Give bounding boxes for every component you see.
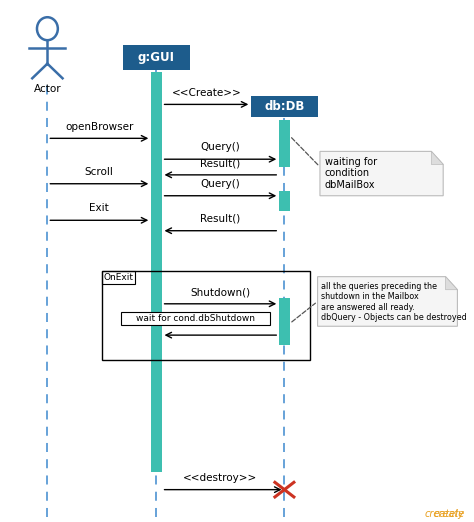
Text: Query(): Query() [201, 179, 240, 189]
Bar [123, 45, 190, 70]
Text: waiting for
condition
dbMailBox: waiting for condition dbMailBox [325, 157, 377, 190]
Text: Result(): Result() [201, 158, 240, 168]
Polygon shape [446, 277, 457, 290]
Text: wait for cond.dbShutdown: wait for cond.dbShutdown [136, 314, 255, 323]
Text: <<Create>>: <<Create>> [172, 88, 241, 98]
Text: Scroll: Scroll [85, 167, 114, 177]
Bar [251, 96, 318, 117]
Polygon shape [318, 277, 457, 326]
Bar [279, 120, 290, 167]
Text: OnExit: OnExit [103, 274, 134, 282]
Bar [121, 312, 270, 325]
Text: openBrowser: openBrowser [65, 122, 134, 132]
Text: Done: Done [207, 318, 234, 328]
Text: Result(): Result() [201, 214, 240, 224]
Text: <<destroy>>: <<destroy>> [183, 473, 257, 483]
Bar [151, 72, 162, 472]
Bar [102, 271, 310, 360]
Polygon shape [320, 151, 443, 196]
Bar [279, 298, 290, 345]
Text: creately: creately [425, 509, 465, 519]
Text: Exit: Exit [90, 204, 109, 213]
Text: all the queries preceding the
shutdown in the Mailbox
are answered all ready.
db: all the queries preceding the shutdown i… [321, 282, 467, 322]
Text: Query(): Query() [201, 143, 240, 152]
Text: db:DB: db:DB [264, 100, 305, 113]
Text: Shutdown(): Shutdown() [191, 287, 250, 297]
Text: g:GUI: g:GUI [138, 52, 175, 64]
Text: create: create [433, 509, 465, 519]
Bar [279, 191, 290, 211]
Polygon shape [431, 151, 443, 164]
Text: Actor: Actor [34, 84, 61, 93]
